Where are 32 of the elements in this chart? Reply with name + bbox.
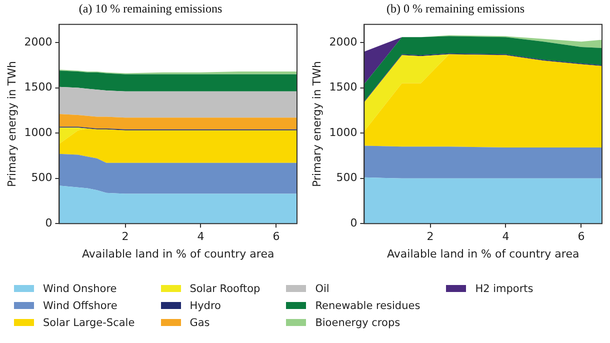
legend-label: Solar Rooftop (190, 282, 260, 294)
x-axis-title: Available land in % of country area (82, 247, 274, 260)
y-tick-label: 1000 (24, 126, 52, 139)
y-tick-label: 1500 (329, 80, 358, 94)
y-axis-title: Primary energy in TWh (310, 61, 324, 187)
y-axis-title: Primary energy in TWh (5, 61, 18, 187)
legend-label: Renewable residues (315, 300, 420, 312)
y-tick-label: 1500 (24, 80, 52, 94)
legend-label: Wind Onshore (43, 282, 117, 294)
y-tick-label: 500 (31, 171, 52, 184)
y-tick-label: 0 (350, 216, 358, 230)
x-tick-label: 6 (578, 230, 585, 244)
legend-label: Oil (315, 282, 330, 294)
x-axis-title: Available land in % of country area (386, 247, 580, 260)
y-tick-label: 500 (336, 171, 358, 184)
y-tick-label: 2000 (24, 35, 52, 48)
legend-label: H2 imports (475, 282, 534, 294)
y-tick-label: 0 (45, 216, 52, 230)
chart-title: (a) 10 % remaining emissions (78, 1, 222, 16)
y-tick-label: 1000 (329, 126, 358, 139)
y-tick-label: 2000 (329, 35, 358, 48)
chart-title: (b) 0 % remaining emissions (386, 1, 525, 16)
legend-label: Bioenergy crops (315, 316, 400, 328)
x-tick-label: 4 (197, 230, 204, 244)
x-tick-label: 2 (122, 230, 129, 244)
legend-label: Wind Offshore (43, 300, 118, 312)
x-tick-label: 4 (502, 230, 510, 244)
x-tick-label: 2 (426, 230, 434, 244)
legend-label: Solar Large-Scale (43, 316, 135, 328)
legend-label: Gas (190, 316, 210, 328)
legend-label: Hydro (190, 300, 221, 312)
x-tick-label: 6 (272, 230, 280, 244)
